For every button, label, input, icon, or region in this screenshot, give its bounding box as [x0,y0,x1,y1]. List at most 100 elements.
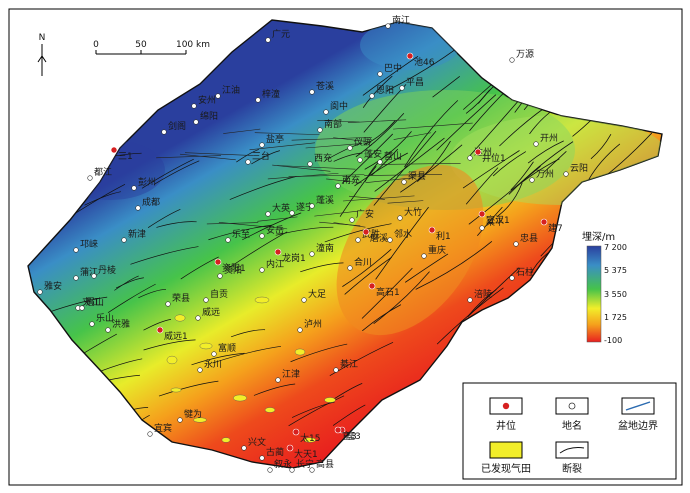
place-label: 渠县 [408,170,426,182]
fault-line [114,275,139,291]
place-marker [317,127,323,133]
place-marker [349,217,355,223]
fault-line [254,132,320,135]
fault-line [185,152,254,156]
place-marker [369,93,375,99]
colorbar-tick-2: 3 550 [604,290,627,299]
fault-line [288,174,365,178]
fault-line [462,150,520,189]
fault-line [432,76,460,98]
scale-label-0: 0 [93,40,99,50]
north-arrow: N [37,33,47,76]
gas-field [166,355,178,365]
place-marker [509,275,515,281]
fault-line [180,256,219,280]
fault-line [387,200,424,204]
place-marker [215,93,221,99]
place-label: 永川 [204,358,222,370]
fault-line [527,140,564,164]
well-label: 大天1 [294,448,318,460]
legend-gasfield-box [489,441,523,459]
legend-well-label: 井位 [496,419,516,432]
fault-line [314,210,358,217]
place-label: 邻水 [394,228,412,240]
place-label: 重庆 [428,244,446,256]
fault-line [48,296,108,313]
legend-fault-symbol [559,447,585,454]
legend-boundary-label: 盆地边界 [618,419,658,432]
place-label: 涪陵 [474,288,492,300]
fault-line [230,329,266,338]
place-label: 盐亭 [266,133,284,145]
fault-line [253,383,296,396]
place-label: 新津 [128,228,146,240]
fault-line [272,164,331,172]
well-label: 建7 [548,222,563,234]
place-marker [177,417,183,423]
place-marker [387,237,393,243]
fault-line [381,163,461,165]
place-label: 广元 [272,28,290,40]
place-marker [89,321,95,327]
fault-line [364,174,443,176]
fault-line [514,66,551,113]
place-marker [211,351,217,357]
central-high [336,164,484,336]
fault-line [496,182,523,218]
place-label: 蓬溪 [316,194,334,206]
fault-line [333,152,363,162]
fault-line [436,94,497,151]
fault-line [275,226,334,236]
gas-field [170,387,182,393]
fault-line [362,75,393,108]
place-label: 合川 [354,256,372,268]
place-label: 仪陇 [354,136,372,148]
north-arrow-head [37,55,47,63]
place-label: 三台 [252,150,270,162]
place-label: 南充 [342,174,360,186]
fault-line [393,122,473,130]
fault-line [362,304,402,332]
fault-line [141,158,194,189]
place-marker [225,237,231,243]
colorbar-tick-0: 7 200 [604,243,627,252]
place-label: 西充 [314,152,332,164]
fault-line [179,153,236,161]
colorbar-ramp [586,245,602,343]
place-marker [275,377,281,383]
fault-line [607,132,653,175]
place-label: 乐山 [96,312,114,324]
fault-line [465,167,499,205]
depth-colorbar: 埋深/m 7 200 5 375 3 550 1 725 -100 [582,231,627,345]
place-label: 宜宾 [154,422,172,434]
place-marker [259,267,265,273]
gas-field [193,417,207,423]
place-marker [161,129,167,135]
legend-place-label: 地名 [562,419,582,432]
fault-line [365,177,414,183]
fault-line [393,132,432,140]
place-label: 梁平 [486,216,504,228]
place-label: 兴文 [248,436,266,448]
place-label: 南部 [324,118,342,130]
place-label: 成都 [142,196,160,208]
place-marker [397,215,403,221]
place-marker [347,265,353,271]
place-marker [265,37,271,43]
place-label: 平昌 [406,77,424,88]
fault-line [212,345,282,364]
place-label: 富顺 [218,342,236,354]
place-label: 南江 [392,14,410,26]
place-marker [323,109,329,115]
well-label: 池46 [414,56,435,68]
fault-line [40,398,92,425]
place-label: 梓潼 [262,88,280,100]
fault-line [348,195,385,200]
fault-line [115,277,144,289]
well-marker [478,210,486,218]
well-label: 利1 [436,230,451,242]
place-label: 彭州 [138,176,156,188]
fault-line [156,155,221,159]
place-label: 万州 [536,169,554,180]
place-label: 綦江 [340,358,358,370]
